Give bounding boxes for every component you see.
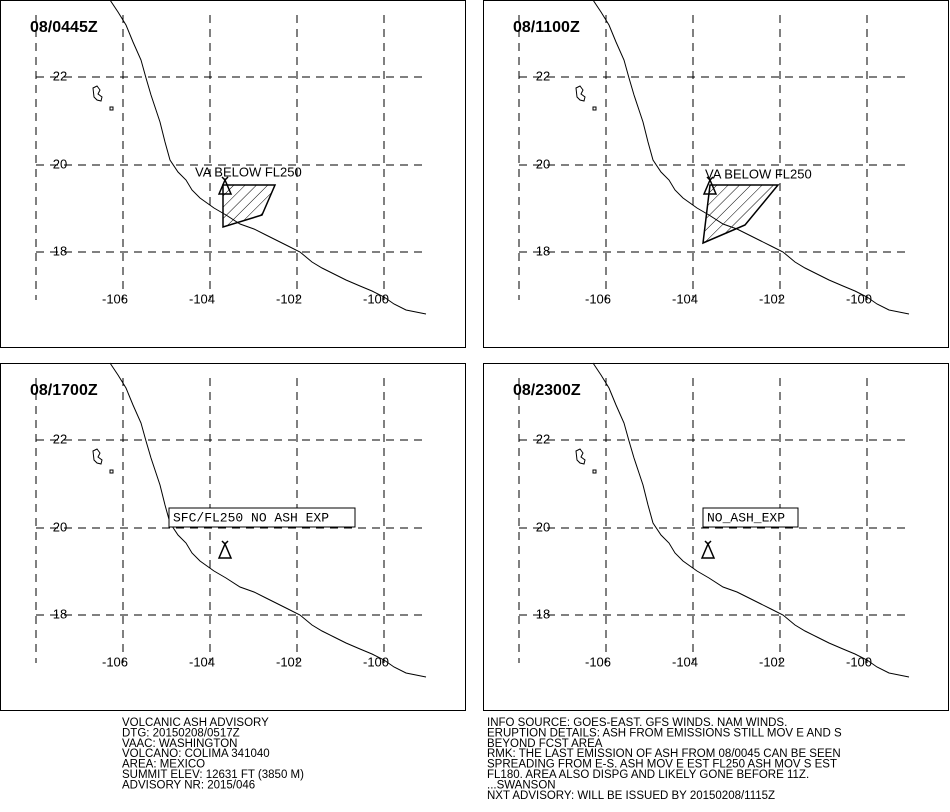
lat-label: 18 [53, 606, 67, 621]
advisory-line: FL180. AREA ALSO DISPG AND LIKELY GONE B… [487, 769, 809, 781]
map-panel: 22 20 18 -106 -104 -102 -100 08/2300Z NO_ASH_EXP [483, 362, 949, 711]
advisory-line: NXT ADVISORY: WILL BE ISSUED BY 20150208… [487, 790, 775, 802]
ash-label: VA BELOW FL250 [705, 166, 812, 181]
forecast-time: 08/1100Z [513, 19, 580, 36]
lat-label: 20 [536, 156, 550, 171]
ash-label: VA BELOW FL250 [195, 164, 302, 179]
forecast-time: 08/0445Z [30, 19, 98, 36]
lon-label: -104 [189, 291, 215, 306]
map-panel: 22 20 18 -106 -104 -102 -100 08/1700Z SFC/FL250 … [0, 362, 466, 711]
advisory-line: DTG: 20150208/0517Z [122, 727, 240, 739]
lon-label: -106 [102, 291, 128, 306]
lon-label: -100 [363, 654, 389, 669]
ash-label: NO_ASH_EXP [707, 510, 785, 525]
label-box [168, 507, 356, 528]
lat-label: 22 [53, 68, 67, 83]
lon-label: -102 [276, 654, 302, 669]
panel-border [0, 363, 466, 711]
advisory-line: ERUPTION DETAILS: ASH FROM EMISSIONS STI… [487, 727, 842, 739]
lat-label: 20 [536, 519, 550, 534]
forecast-time: 08/2300Z [513, 382, 581, 399]
advisory-line: RMK: THE LAST EMISSION OF ASH FROM 08/00… [487, 748, 841, 760]
lat-label: 18 [536, 243, 550, 258]
advisory-line: SPREADING FROM E-S. ASH MOV E EST FL250 … [487, 759, 837, 771]
map-panel: 22 20 18 -106 -104 -102 -100 08/1100Z VA BELOW F… [483, 0, 949, 348]
lon-label: -100 [846, 654, 872, 669]
advisory-line: VOLCANO: COLIMA 341040 [122, 748, 270, 760]
advisory-line: ADVISORY NR: 2015/046 [122, 779, 255, 791]
lat-label: 18 [536, 606, 550, 621]
lon-label: -104 [189, 654, 215, 669]
lat-label: 20 [53, 156, 67, 171]
lon-label: -102 [759, 654, 785, 669]
lon-label: -104 [672, 654, 698, 669]
lon-label: -100 [363, 291, 389, 306]
ash-area [702, 184, 780, 245]
panel-border [0, 0, 466, 348]
panel-border [483, 363, 949, 711]
lat-label: 22 [53, 431, 67, 446]
lon-label: -106 [585, 291, 611, 306]
lon-label: -106 [102, 654, 128, 669]
advisory-line: VOLCANIC ASH ADVISORY [122, 717, 269, 729]
advisory-line: SUMMIT ELEV: 12631 FT (3850 M) [122, 769, 304, 781]
ash-label: SFC/FL250 NO ASH EXP [173, 510, 329, 525]
lat-label: 22 [536, 431, 550, 446]
ash-area [222, 184, 277, 229]
lon-label: -104 [672, 291, 698, 306]
forecast-time: 08/1700Z [30, 382, 98, 399]
lon-label: -100 [846, 291, 872, 306]
advisory-line: AREA: MEXICO [122, 759, 205, 771]
advisory-line: ...SWANSON [487, 779, 556, 791]
map-panel: 22 20 18 -106 -104 -102 -100 08/0445Z VA BELOW F… [0, 0, 466, 348]
advisory-line: VAAC: WASHINGTON [122, 738, 237, 750]
panel-border [483, 0, 949, 348]
lon-label: -102 [276, 291, 302, 306]
lon-label: -102 [759, 291, 785, 306]
lat-label: 20 [53, 519, 67, 534]
lon-label: -106 [585, 654, 611, 669]
advisory-line: INFO SOURCE: GOES-EAST. GFS WINDS. NAM W… [487, 717, 787, 729]
lat-label: 18 [53, 243, 67, 258]
advisory-line: BEYOND FCST AREA [487, 738, 603, 750]
lat-label: 22 [536, 68, 550, 83]
label-box [702, 507, 799, 528]
